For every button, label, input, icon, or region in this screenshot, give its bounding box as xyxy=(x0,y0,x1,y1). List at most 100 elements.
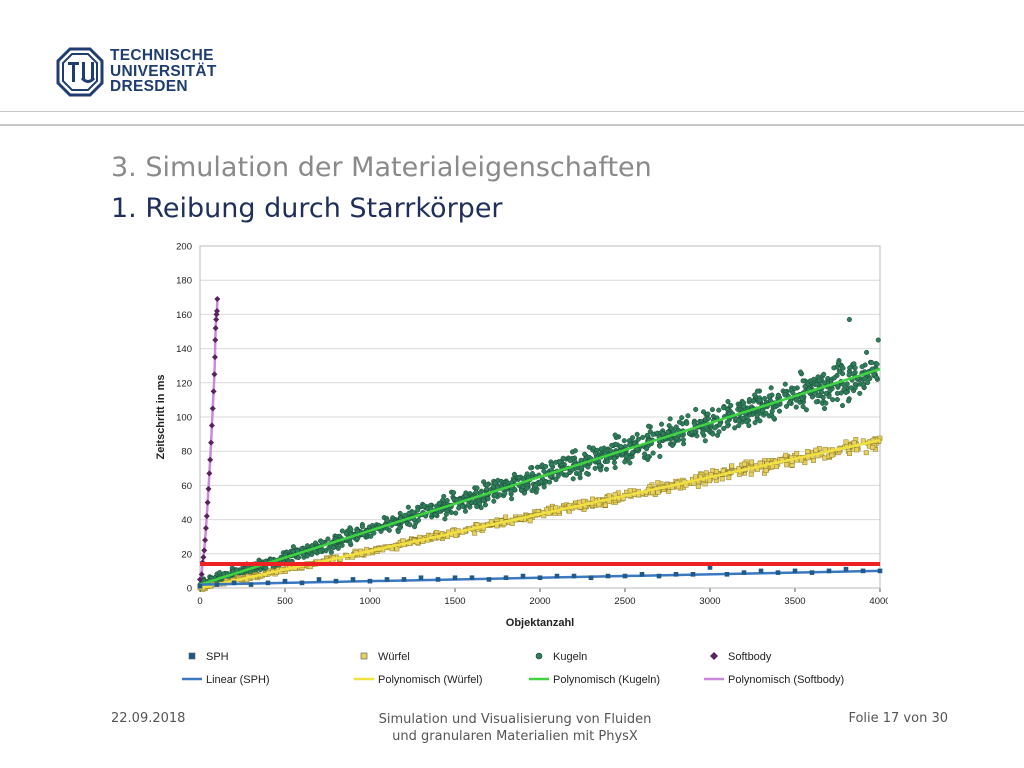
wuerfel-point xyxy=(748,471,754,477)
kugeln-point xyxy=(793,404,799,410)
kugeln-point xyxy=(217,570,223,576)
softbody-point xyxy=(197,576,203,583)
kugeln-point xyxy=(746,423,752,429)
kugeln-point xyxy=(407,522,413,528)
softbody-point xyxy=(208,422,215,429)
wuerfel-point xyxy=(847,451,852,456)
kugeln-point xyxy=(740,415,746,421)
kugeln-point xyxy=(705,416,711,422)
kugeln-point xyxy=(759,408,765,414)
wuerfel-point xyxy=(472,530,478,536)
kugeln-point xyxy=(368,533,374,539)
kugeln-point xyxy=(317,548,323,554)
softbody-point xyxy=(212,325,219,332)
sph-point xyxy=(537,575,543,581)
kugeln-point xyxy=(834,396,840,403)
sph-point xyxy=(707,565,713,570)
kugeln-point xyxy=(548,461,554,468)
wuerfel-point xyxy=(811,457,816,463)
kugeln-point xyxy=(612,465,618,471)
kugeln-point xyxy=(541,468,547,474)
sph-point xyxy=(367,578,373,584)
kugeln-point xyxy=(482,502,488,508)
kugeln-point xyxy=(630,449,636,456)
wuerfel-point xyxy=(784,462,790,468)
logo-line-3: DRESDEN xyxy=(110,78,188,95)
kugeln-point xyxy=(658,421,665,427)
kugeln-point xyxy=(609,442,615,448)
softbody-point xyxy=(211,371,218,378)
legend-label: Würfel xyxy=(378,651,410,663)
kugeln-point xyxy=(570,476,576,482)
y-tick-label: 40 xyxy=(181,515,192,526)
kugeln-point xyxy=(776,408,783,414)
kugeln-point xyxy=(371,530,377,536)
softbody-point xyxy=(210,388,217,395)
kugeln-point xyxy=(347,539,353,545)
plot-frame xyxy=(199,245,881,589)
softbody-point xyxy=(208,439,215,446)
kugeln-point xyxy=(763,410,769,416)
softbody-point xyxy=(209,405,216,412)
kugeln-point xyxy=(736,418,742,424)
sph-point xyxy=(605,573,611,579)
sph-point xyxy=(350,577,356,582)
softbody-point xyxy=(214,296,221,303)
y-tick-label: 60 xyxy=(181,481,192,492)
kugeln-point xyxy=(874,361,880,367)
kugeln-point xyxy=(802,383,808,390)
kugeln-point xyxy=(421,503,427,509)
legend-marker xyxy=(360,652,368,660)
kugeln-point xyxy=(732,425,738,431)
kugeln-point xyxy=(635,436,641,442)
wuerfel-point xyxy=(843,439,849,445)
kugeln-point xyxy=(667,416,673,422)
y-tick-label: 140 xyxy=(176,344,192,355)
kugeln-point xyxy=(845,398,852,404)
kugeln-point xyxy=(553,459,559,465)
kugeln-point xyxy=(717,422,723,428)
sph-point xyxy=(877,568,883,574)
x-tick-label: 500 xyxy=(277,596,293,607)
kugeln-point xyxy=(627,460,633,466)
kugeln-point xyxy=(645,423,652,429)
kugeln-point xyxy=(484,486,490,492)
kugeln-point xyxy=(528,465,534,471)
kugeln-point xyxy=(492,492,498,498)
kugeln-point xyxy=(700,430,706,436)
kugeln-point xyxy=(592,465,598,471)
kugeln-point xyxy=(859,364,865,370)
kugeln-point xyxy=(831,375,837,381)
logo-line-1: TECHNISCHE xyxy=(110,47,214,64)
tu-logo-emblem-icon xyxy=(56,47,104,97)
kugeln-point xyxy=(290,544,296,550)
kugeln-point xyxy=(491,498,497,504)
kugeln-point xyxy=(782,392,788,398)
kugeln-point xyxy=(754,388,760,394)
sph-point xyxy=(282,578,288,584)
sph-point xyxy=(843,566,849,572)
kugeln-point xyxy=(444,497,450,504)
sph-point xyxy=(384,577,390,582)
wuerfel-point xyxy=(829,452,835,458)
kugeln-point xyxy=(359,524,365,530)
wuerfel-point xyxy=(854,447,860,453)
kugeln-point xyxy=(757,418,763,424)
kugeln-point xyxy=(721,425,727,432)
kugeln-point xyxy=(813,399,819,405)
kugeln-point xyxy=(657,443,663,449)
sph-point xyxy=(452,575,458,581)
kugeln-point xyxy=(560,455,566,461)
kugeln-point xyxy=(432,512,438,518)
kugeln-point xyxy=(821,371,827,377)
legend-label: SPH xyxy=(206,651,229,663)
wuerfel-point xyxy=(763,468,769,473)
kugeln-point xyxy=(529,471,535,477)
kugeln-point xyxy=(603,466,609,472)
wuerfel-point xyxy=(805,449,811,454)
kugeln-point xyxy=(611,455,617,461)
kugeln-point xyxy=(862,376,868,382)
kugeln-point xyxy=(669,442,675,448)
kugeln-point xyxy=(621,438,627,444)
kugeln-point xyxy=(815,393,821,399)
